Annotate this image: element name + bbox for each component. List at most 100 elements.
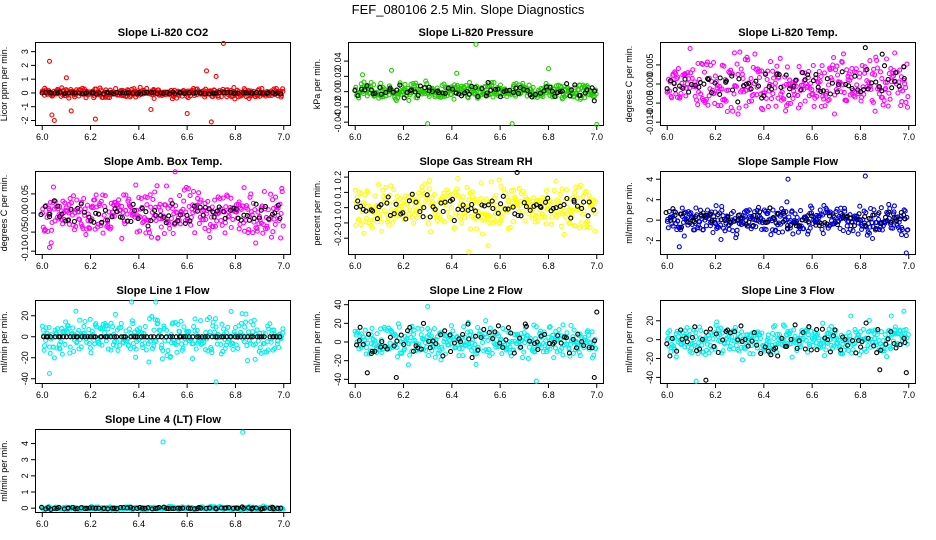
data-point bbox=[100, 192, 106, 198]
data-point bbox=[711, 90, 717, 96]
data-point bbox=[379, 349, 385, 355]
data-point bbox=[792, 322, 798, 328]
data-point bbox=[578, 220, 584, 226]
data-point bbox=[401, 341, 407, 347]
data-point bbox=[194, 334, 200, 340]
x-tick-label: 6.2 bbox=[397, 132, 410, 142]
x-tick-label: 6.0 bbox=[36, 132, 49, 142]
data-point bbox=[117, 214, 123, 220]
data-point bbox=[684, 339, 690, 345]
data-point bbox=[698, 91, 704, 97]
data-point bbox=[840, 51, 847, 57]
data-point bbox=[99, 219, 105, 225]
data-point bbox=[706, 93, 712, 99]
data-point bbox=[139, 205, 145, 211]
data-point bbox=[886, 209, 892, 215]
data-point bbox=[568, 215, 574, 221]
data-point bbox=[551, 188, 557, 194]
data-point bbox=[510, 347, 517, 353]
data-point bbox=[352, 187, 358, 193]
data-point bbox=[743, 87, 749, 93]
data-point bbox=[572, 189, 578, 196]
data-point bbox=[787, 86, 793, 92]
data-point bbox=[219, 334, 225, 340]
data-point bbox=[846, 83, 852, 89]
data-point bbox=[148, 218, 154, 224]
data-point bbox=[355, 198, 361, 204]
data-point bbox=[577, 92, 583, 98]
series-reference bbox=[663, 205, 908, 232]
data-point bbox=[218, 217, 224, 224]
data-point bbox=[585, 332, 592, 338]
data-point bbox=[280, 223, 286, 229]
data-point bbox=[271, 334, 277, 340]
data-point bbox=[579, 339, 585, 345]
data-point bbox=[160, 439, 166, 445]
data-point bbox=[378, 219, 384, 225]
panel-title: Slope Sample Flow bbox=[738, 156, 839, 168]
y-tick-label: 0.02 bbox=[333, 68, 343, 86]
data-point bbox=[475, 324, 481, 331]
data-point bbox=[191, 323, 197, 330]
data-point bbox=[264, 225, 270, 231]
data-point bbox=[814, 93, 820, 99]
data-point bbox=[720, 337, 726, 343]
data-point bbox=[105, 90, 111, 96]
data-point bbox=[255, 338, 261, 344]
data-point bbox=[541, 329, 547, 335]
data-point bbox=[878, 205, 884, 211]
data-point bbox=[473, 361, 479, 367]
data-point bbox=[207, 235, 213, 241]
data-point bbox=[235, 345, 241, 351]
data-point bbox=[358, 222, 364, 228]
data-point bbox=[272, 221, 278, 227]
data-point bbox=[831, 214, 838, 220]
data-point bbox=[772, 80, 778, 86]
data-point bbox=[427, 345, 433, 351]
data-point bbox=[42, 203, 48, 209]
data-point bbox=[363, 345, 369, 351]
data-point bbox=[244, 213, 250, 219]
data-point bbox=[547, 340, 553, 346]
data-point bbox=[483, 318, 489, 324]
data-point bbox=[585, 218, 591, 224]
data-point bbox=[730, 208, 736, 215]
data-point bbox=[792, 220, 798, 226]
data-point bbox=[406, 341, 412, 347]
data-point bbox=[699, 336, 705, 342]
data-point bbox=[121, 334, 127, 340]
data-point bbox=[77, 317, 83, 323]
data-point bbox=[241, 339, 247, 345]
data-point bbox=[541, 331, 548, 337]
data-point bbox=[712, 100, 718, 106]
data-point bbox=[157, 328, 163, 334]
data-point bbox=[529, 94, 535, 100]
data-point bbox=[149, 506, 155, 512]
data-point bbox=[425, 221, 431, 227]
data-point bbox=[748, 75, 754, 82]
data-point bbox=[75, 205, 81, 211]
data-point bbox=[139, 505, 145, 511]
data-point bbox=[903, 233, 909, 239]
data-point bbox=[375, 181, 382, 187]
data-point bbox=[369, 325, 375, 331]
data-point bbox=[903, 99, 909, 105]
data-point bbox=[713, 322, 719, 328]
data-point bbox=[775, 210, 781, 216]
data-point bbox=[489, 350, 495, 356]
data-point bbox=[260, 230, 266, 236]
data-point bbox=[243, 311, 249, 317]
data-point bbox=[571, 327, 577, 333]
data-point bbox=[440, 90, 446, 96]
y-tick-label: -40 bbox=[645, 371, 655, 384]
data-point bbox=[901, 207, 907, 213]
data-point bbox=[230, 216, 236, 222]
data-point bbox=[137, 228, 143, 234]
data-point bbox=[518, 213, 524, 219]
data-point bbox=[547, 324, 553, 330]
data-point bbox=[249, 329, 255, 335]
data-point bbox=[411, 211, 418, 217]
